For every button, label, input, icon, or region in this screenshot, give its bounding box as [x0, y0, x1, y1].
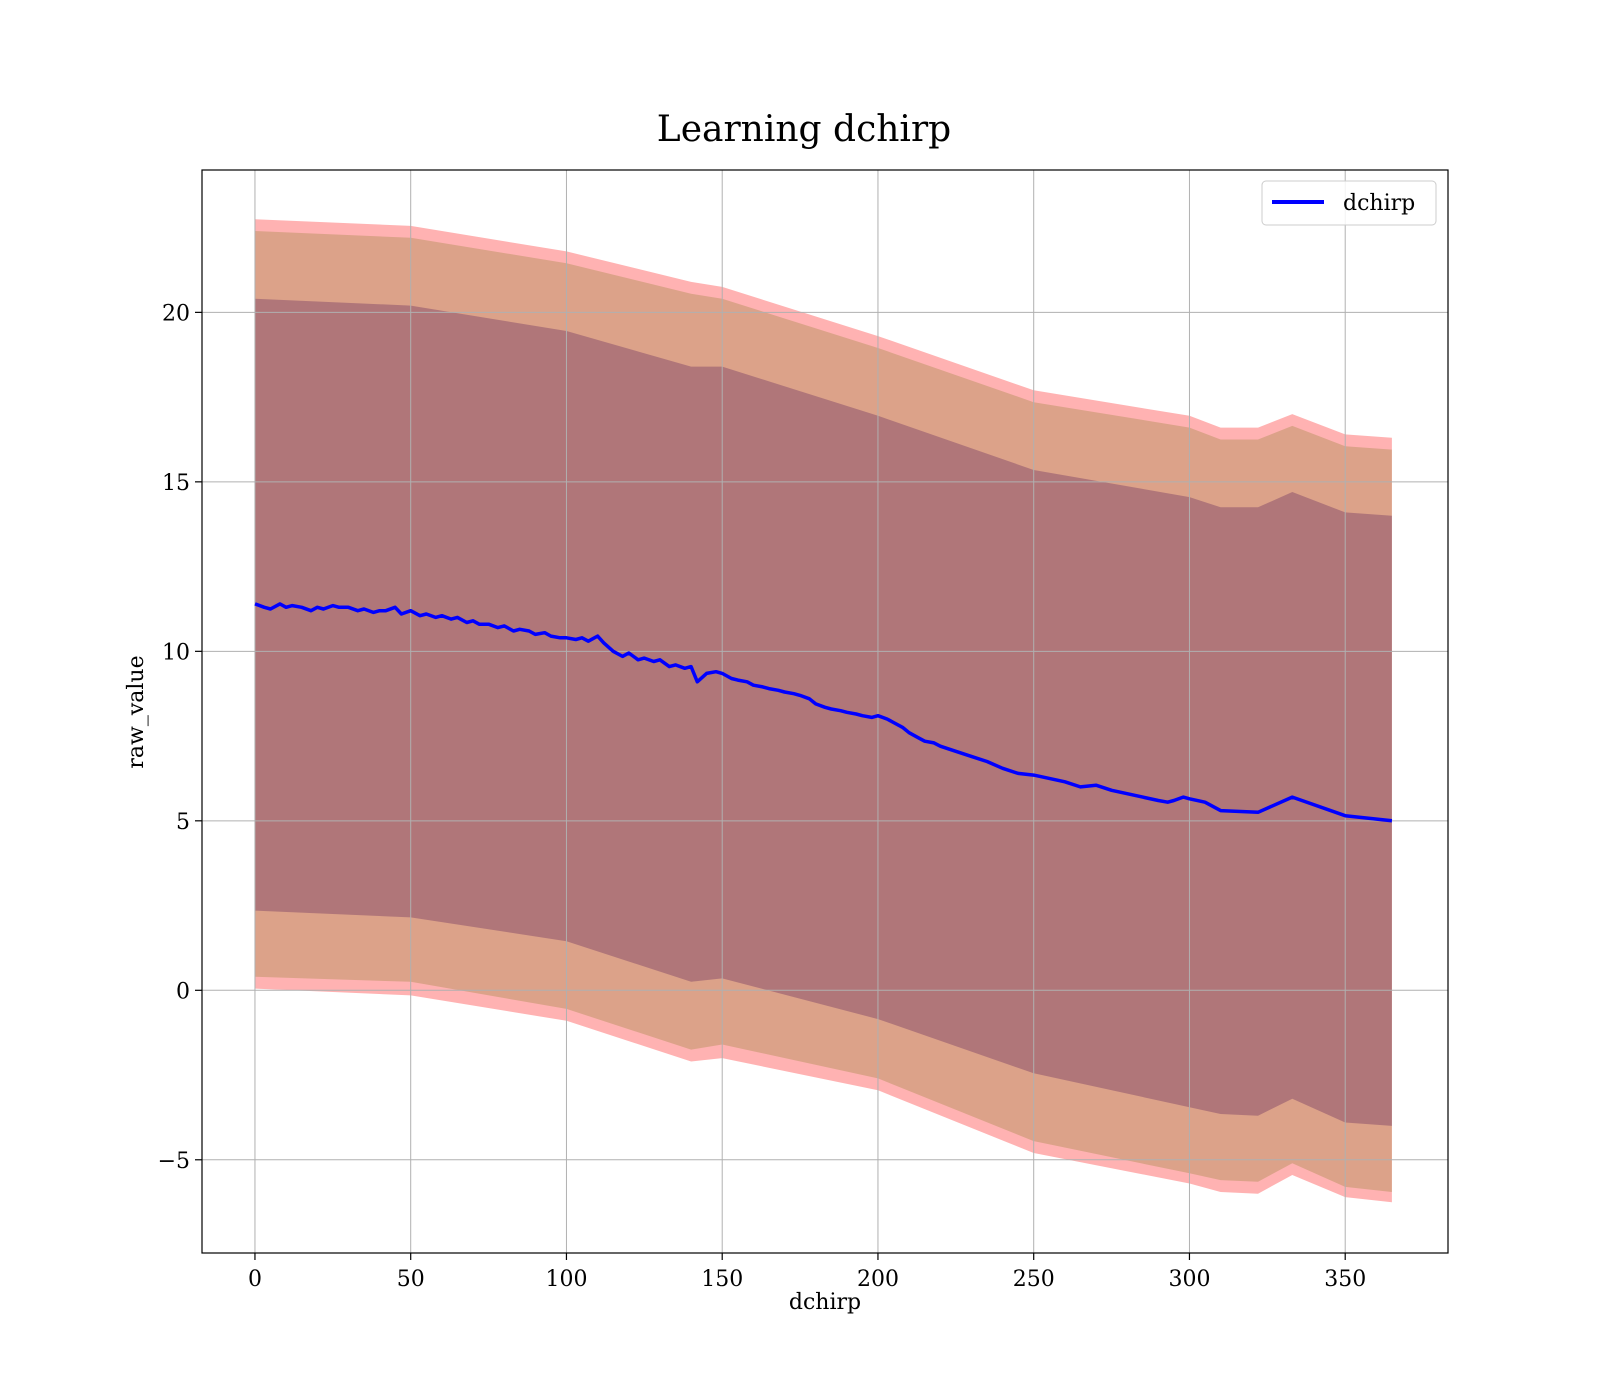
confidence-band-3: [255, 298, 1392, 1126]
legend-box: [1261, 180, 1437, 226]
confidence-bands: [255, 219, 1392, 1203]
plot-area: [201, 169, 1449, 1254]
x-axis-label: dchirp: [789, 1290, 861, 1315]
x-tick-label: 200: [857, 1267, 899, 1292]
plot-frame: [201, 169, 1449, 1254]
confidence-band-2: [255, 231, 1392, 1192]
legend-label-dchirp: dchirp: [1343, 191, 1415, 216]
grid: [202, 170, 1448, 1253]
y-tick-label: 15: [162, 471, 190, 496]
y-tick-label: 20: [162, 301, 190, 326]
y-tick-label: −5: [158, 1149, 190, 1174]
series-line-dchirp: [254, 602, 1393, 823]
x-tick-label: 350: [1324, 1267, 1366, 1292]
legend: dchirp: [1261, 180, 1437, 226]
y-axis-label: raw_value: [124, 655, 149, 768]
x-tick-label: 150: [701, 1267, 743, 1292]
y-axis-ticks: −5 0 5 10 15 20: [158, 301, 202, 1174]
x-tick-label: 50: [397, 1267, 425, 1292]
x-axis-ticks: 0 50 100 150 200 250 300 350: [248, 1253, 1366, 1292]
confidence-band-1: [255, 219, 1392, 1203]
x-tick-label: 300: [1168, 1267, 1210, 1292]
y-tick-label: 0: [176, 979, 190, 1004]
y-tick-label: 10: [162, 640, 190, 665]
x-tick-label: 100: [545, 1267, 587, 1292]
chart-title: Learning dchirp: [657, 109, 951, 150]
y-tick-label: 5: [176, 810, 190, 835]
series-lines: [254, 602, 1393, 823]
x-tick-label: 0: [248, 1267, 262, 1292]
x-tick-label: 250: [1013, 1267, 1055, 1292]
